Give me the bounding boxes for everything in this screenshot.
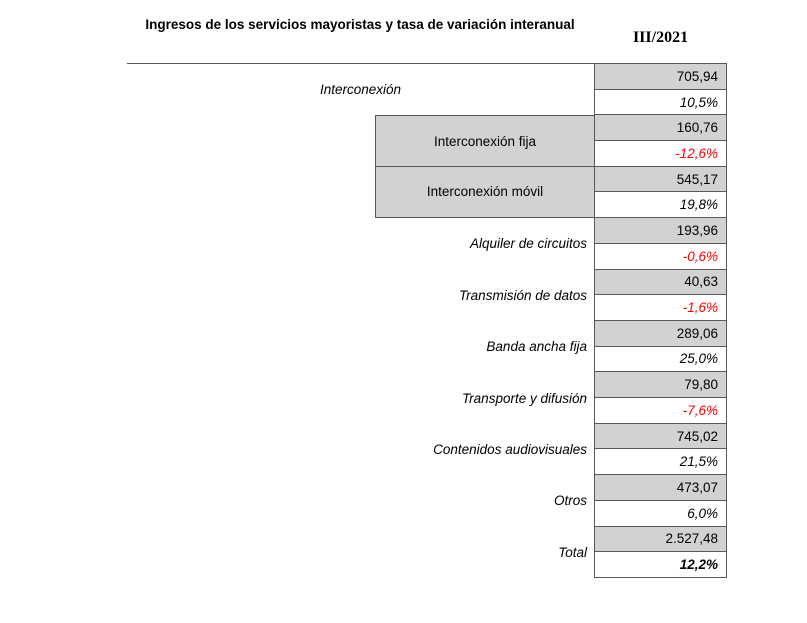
row-label: Interconexión fija (375, 115, 594, 167)
revenue-value-cell: 473,07 (595, 475, 726, 501)
table-title: Ingresos de los servicios mayoristas y t… (145, 17, 575, 32)
value-column: 79,80 -7,6% (594, 372, 727, 424)
row-label-zone: Interconexión fija (127, 115, 594, 167)
variation-pct-cell: -1,6% (595, 295, 726, 321)
table-row: Interconexión móvil 545,17 19,8% (127, 166, 727, 219)
value-column: 705,94 10,5% (594, 64, 727, 116)
revenue-value-cell: 2.527,48 (595, 526, 726, 553)
row-label: Banda ancha fija (486, 339, 587, 355)
table-row: Banda ancha fija 289,06 25,0% (127, 320, 727, 373)
period-header: III/2021 (632, 29, 689, 46)
row-label: Total (558, 544, 587, 560)
table-row: Alquiler de circuitos 193,96 -0,6% (127, 218, 727, 270)
value-column: 2.527,48 12,2% (594, 526, 727, 578)
row-label: Interconexión (319, 82, 402, 98)
revenue-value-cell: 289,06 (595, 320, 726, 347)
value-column: 193,96 -0,6% (594, 218, 727, 270)
variation-pct-cell: 21,5% (595, 449, 726, 476)
row-label: Alquiler de circuitos (469, 236, 587, 252)
row-label-zone: Interconexión móvil (127, 166, 594, 219)
variation-pct-cell: 10,5% (595, 89, 726, 116)
row-label: Transporte y difusión (461, 390, 587, 406)
variation-pct-cell: -0,6% (595, 243, 726, 270)
row-label: Otros (553, 493, 587, 509)
value-column: 289,06 25,0% (594, 320, 727, 373)
table-row: Contenidos audiovisuales 745,02 21,5% (127, 423, 727, 476)
table-row: Interconexión fija 160,76 -12,6% (127, 115, 727, 167)
value-column: 545,17 19,8% (594, 166, 727, 219)
value-column: 40,63 -1,6% (594, 269, 727, 321)
revenue-value-cell: 40,63 (595, 269, 726, 296)
wholesale-revenue-table: Interconexión 705,94 10,5% Interconexión… (127, 63, 727, 578)
table-row: Transporte y difusión 79,80 -7,6% (127, 372, 727, 424)
table-row: Otros 473,07 6,0% (127, 475, 727, 527)
variation-pct-cell: 19,8% (595, 192, 726, 219)
variation-pct-cell: 25,0% (595, 346, 726, 373)
value-column: 160,76 -12,6% (594, 115, 727, 167)
revenue-value-cell: 79,80 (595, 372, 726, 399)
variation-pct-cell: -12,6% (595, 141, 726, 167)
value-column: 473,07 6,0% (594, 475, 727, 527)
value-column: 745,02 21,5% (594, 423, 727, 476)
variation-pct-cell: -7,6% (595, 398, 726, 424)
table-row: Total 2.527,48 12,2% (127, 526, 727, 578)
revenue-value-cell: 160,76 (595, 115, 726, 142)
table-row: Interconexión 705,94 10,5% (127, 64, 727, 116)
row-label: Contenidos audiovisuales (433, 441, 587, 457)
variation-pct-cell: 6,0% (595, 500, 726, 527)
revenue-value-cell: 545,17 (595, 166, 726, 193)
row-label: Interconexión móvil (375, 166, 594, 219)
revenue-value-cell: 705,94 (595, 64, 726, 90)
row-label: Transmisión de datos (458, 287, 587, 303)
revenue-value-cell: 193,96 (595, 218, 726, 244)
revenue-value-cell: 745,02 (595, 423, 726, 450)
table-row: Transmisión de datos 40,63 -1,6% (127, 269, 727, 321)
variation-pct-cell: 12,2% (595, 552, 726, 578)
